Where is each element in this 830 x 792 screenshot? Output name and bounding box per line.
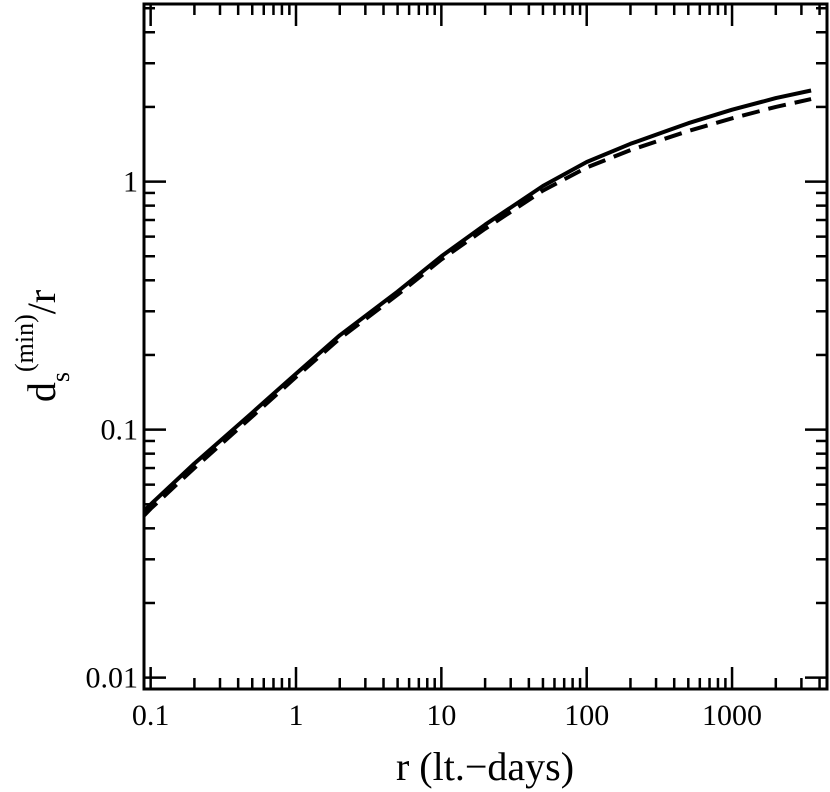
y-axis-label: ds (min)/r <box>10 290 75 402</box>
series-dashed-line <box>142 97 812 517</box>
y-tick-label: 0.01 <box>86 662 139 695</box>
y-tick-label: 0.1 <box>101 414 139 447</box>
x-tick-label: 10 <box>426 699 456 732</box>
axis-ticks <box>142 4 827 691</box>
series-lines <box>142 88 812 517</box>
y-axis-label-suffix: /r <box>19 290 64 314</box>
x-tick-label: 0.1 <box>132 699 170 732</box>
y-axis-label-subscript: s <box>46 372 75 382</box>
series-solid-line <box>142 88 812 513</box>
y-axis-label-superscript: (min) <box>10 314 39 372</box>
y-axis-label-base: d <box>19 382 64 402</box>
x-tick-label: 1 <box>289 699 304 732</box>
x-tick-label: 100 <box>564 699 609 732</box>
x-axis-label: r (lt.−days) <box>396 744 574 789</box>
tick-labels: 0.1 1 10 100 1000 0.01 0.1 1 <box>86 166 763 732</box>
plot-area <box>142 2 829 691</box>
y-tick-label: 1 <box>123 166 138 199</box>
x-tick-label: 1000 <box>702 699 762 732</box>
